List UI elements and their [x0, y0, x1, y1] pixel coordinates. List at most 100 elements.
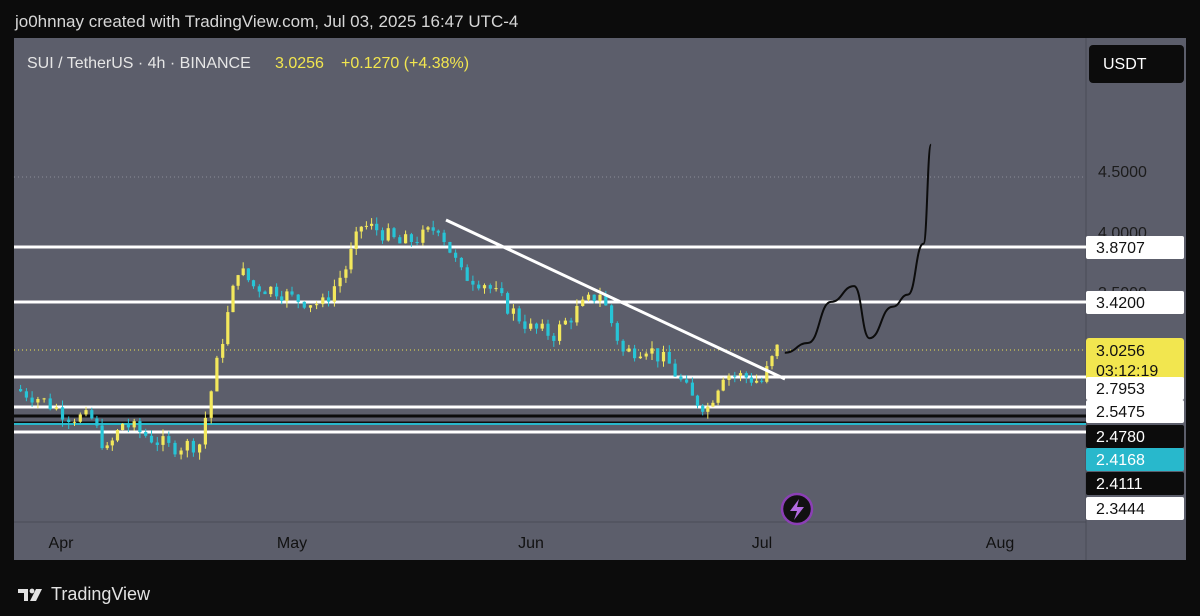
tradingview-logo[interactable]: TradingView: [18, 584, 150, 605]
current-price-badge[interactable]: [1086, 338, 1184, 384]
x-tick-label: Jun: [518, 535, 544, 552]
level-price-badge[interactable]: [1086, 448, 1184, 471]
level-price-label: 2.4111: [1096, 476, 1143, 493]
level-price-badge[interactable]: [1086, 291, 1184, 314]
candle-body: [198, 444, 202, 453]
candle-body: [604, 294, 608, 306]
candles-layer: [19, 217, 779, 460]
candle-body: [115, 430, 120, 441]
candle-body: [269, 286, 273, 295]
lightning-icon[interactable]: [780, 492, 814, 526]
candle-body: [72, 421, 77, 423]
trendline[interactable]: [445, 218, 786, 381]
candle-body: [415, 242, 419, 243]
candle-body: [448, 242, 452, 253]
level-price-badge[interactable]: [1086, 472, 1184, 495]
x-tick-label: May: [277, 535, 307, 552]
candle-body: [426, 227, 430, 230]
candle-body: [90, 410, 94, 419]
x-tick-label: Jul: [752, 535, 772, 552]
candle-body: [695, 395, 700, 406]
plot-background: [14, 38, 1086, 560]
price-chart-svg[interactable]: SUI / TetherUS · 4h · BINANCE 3.0256 +0.…: [0, 38, 1200, 576]
candle-body: [203, 417, 207, 445]
lightning-icon-bolt: [790, 499, 804, 520]
candle-body: [167, 436, 171, 443]
candle-body: [661, 351, 666, 362]
candle-body: [638, 356, 642, 359]
price-badge-layer: 3.0256 03:12:19 3.8707 3.4200 2.7953 2.5475 2.…: [1086, 236, 1184, 520]
time-axis-background: [14, 522, 1086, 560]
drawings-layer[interactable]: [445, 143, 933, 381]
candle-body: [711, 402, 715, 407]
candle-body: [95, 418, 99, 426]
candle-body: [332, 286, 336, 302]
level-price-badge[interactable]: [1086, 400, 1184, 423]
candle-body: [257, 286, 261, 292]
candle-body: [488, 285, 492, 289]
currency-button[interactable]: USDT: [1089, 45, 1184, 83]
candle-body: [78, 414, 82, 422]
candle-body: [48, 398, 52, 410]
chart-area[interactable]: SUI / TetherUS · 4h · BINANCE 3.0256 +0.…: [0, 38, 1200, 576]
currency-button-bg[interactable]: [1089, 45, 1184, 83]
candle-body: [359, 226, 363, 232]
level-price-label: 3.8707: [1096, 240, 1145, 257]
candle-body: [459, 257, 463, 268]
candle-body: [191, 440, 195, 453]
level-price-badge[interactable]: [1086, 497, 1184, 520]
candle-body: [173, 442, 177, 455]
candle-body: [231, 285, 235, 313]
candle-body: [621, 340, 625, 352]
candle-body: [685, 379, 689, 383]
symbol-name[interactable]: SUI / TetherUS · 4h · BINANCE: [27, 55, 251, 72]
candle-body: [494, 288, 498, 290]
symbol-price: 3.0256: [275, 55, 324, 72]
symbol-legend[interactable]: SUI / TetherUS · 4h · BINANCE 3.0256 +0.…: [27, 55, 469, 72]
tradingview-logo-icon: [18, 588, 42, 601]
candle-body: [246, 268, 250, 281]
candle-body: [454, 252, 458, 258]
candle-body: [380, 230, 385, 241]
candle-body: [327, 297, 331, 302]
candle-body: [315, 304, 319, 306]
level-price-label: 2.3444: [1096, 501, 1145, 518]
candle-body: [285, 291, 289, 301]
candle-body: [755, 380, 759, 383]
candle-body: [126, 423, 130, 428]
currency-button-label[interactable]: USDT: [1103, 56, 1147, 73]
candle-body: [592, 294, 596, 302]
candle-body: [552, 335, 556, 341]
candle-body: [598, 294, 602, 302]
y-tick-label: 4.5000: [1098, 164, 1147, 181]
candle-body: [30, 397, 34, 403]
candle-body: [100, 425, 104, 449]
attribution-bar: jo0hnnay created with TradingView.com, J…: [0, 0, 1200, 38]
candle-body: [656, 348, 660, 362]
attribution-text: jo0hnnay created with TradingView.com, J…: [15, 12, 519, 31]
candle-body: [716, 390, 720, 403]
level-price-label: 2.4780: [1096, 429, 1145, 446]
candle-body: [155, 442, 159, 445]
level-price-badge[interactable]: [1086, 377, 1184, 400]
level-price-badge[interactable]: [1086, 236, 1184, 259]
candle-body: [738, 373, 743, 376]
candle-body: [54, 407, 58, 410]
candle-body: [364, 225, 368, 227]
candle-body: [370, 223, 374, 226]
candle-body: [471, 280, 475, 285]
level-price-badge[interactable]: [1086, 425, 1184, 448]
projection-path[interactable]: [784, 143, 933, 354]
candle-body: [667, 351, 671, 364]
candle-body: [511, 308, 515, 314]
candle-body: [558, 324, 562, 341]
candle-body: [721, 379, 725, 391]
candle-body: [575, 306, 579, 323]
level-price-label: 2.7953: [1096, 381, 1145, 398]
candle-body: [615, 323, 619, 341]
candle-body: [215, 357, 219, 392]
candle-body: [398, 237, 402, 244]
candle-body: [421, 229, 425, 243]
candle-body: [765, 366, 769, 382]
candle-body: [770, 356, 774, 367]
